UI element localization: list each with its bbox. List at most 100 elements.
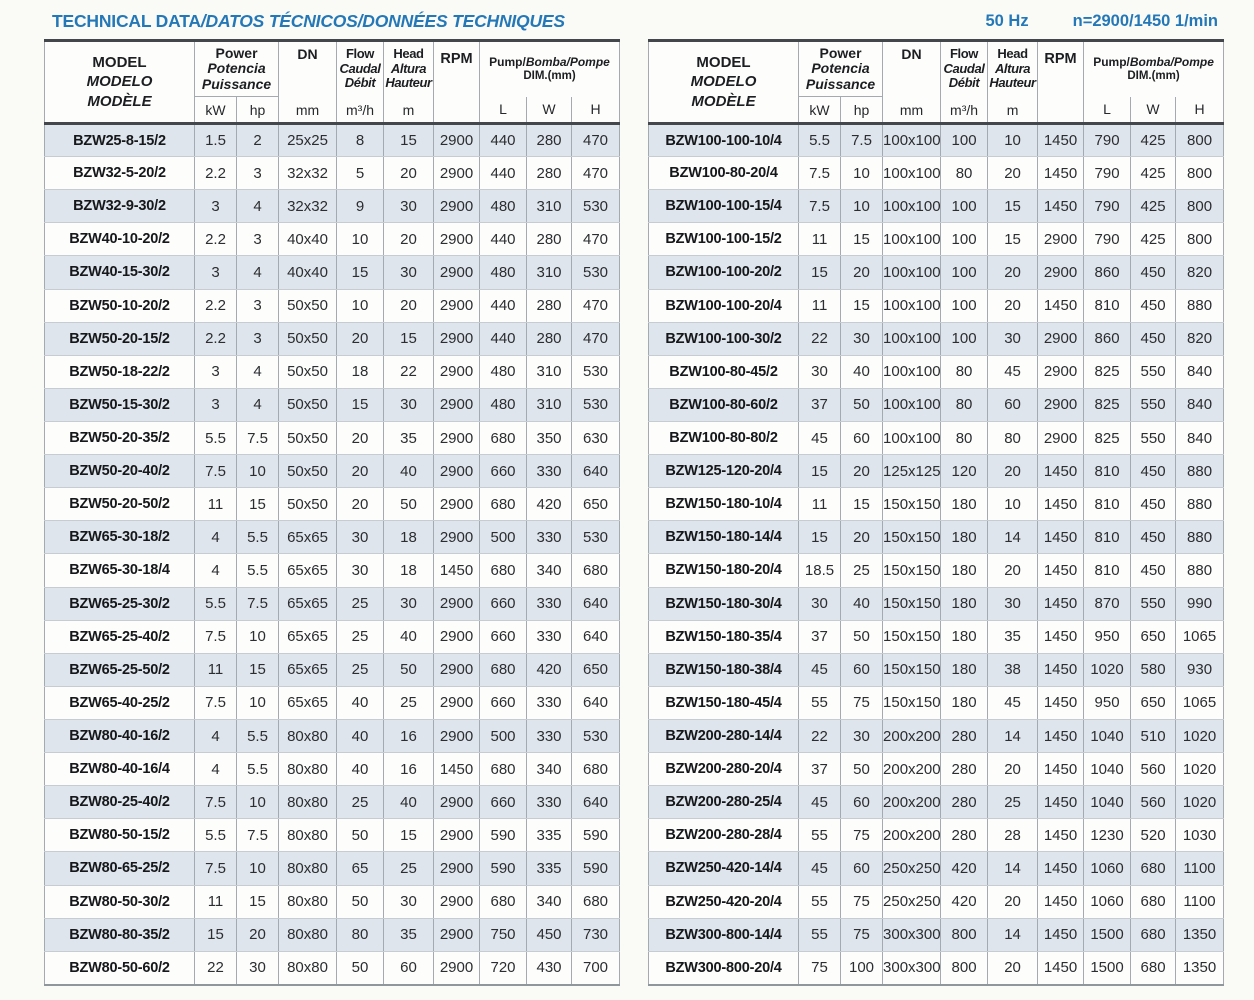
value-cell: 680 <box>479 884 528 919</box>
column-header-rpm: RPM <box>433 40 481 124</box>
column-header-power: Power Potencia Puissance <box>193 40 280 98</box>
value-cell: 50x50 <box>278 354 338 389</box>
value-cell: 100x100 <box>882 288 942 323</box>
value-cell: 180 <box>940 520 989 555</box>
value-cell: 2 <box>235 122 280 158</box>
value-cell: 7.5 <box>840 122 884 158</box>
value-cell: 2900 <box>433 685 481 720</box>
table-row: BZW200-280-20/4 37 50 200x200 280 20 1450 1040 5… <box>648 752 1225 787</box>
model-cell: BZW50-18-22/2 <box>44 354 195 389</box>
model-cell: BZW100-100-20/4 <box>648 288 800 323</box>
unit-width: W <box>526 96 573 124</box>
value-cell: 680 <box>479 652 528 687</box>
value-cell: 1450 <box>1037 950 1085 986</box>
value-cell: 1450 <box>1037 752 1085 787</box>
value-cell: 335 <box>526 851 573 886</box>
table-row: BZW80-50-15/2 5.5 7.5 80x80 50 15 2900 590 335 59… <box>44 818 621 853</box>
value-cell: 820 <box>1175 255 1225 290</box>
value-cell: 10 <box>840 156 884 191</box>
value-cell: 35 <box>383 420 435 456</box>
value-cell: 3 <box>235 321 280 356</box>
value-cell: 640 <box>571 619 621 654</box>
value-cell: 7.5 <box>235 586 280 621</box>
value-cell: 590 <box>571 851 621 886</box>
value-cell: 15 <box>383 122 435 158</box>
value-cell: 80x80 <box>278 818 338 853</box>
value-cell: 2.2 <box>194 222 237 257</box>
model-cell: BZW100-80-20/4 <box>648 156 800 191</box>
value-cell: 25 <box>840 553 884 588</box>
value-cell: 50x50 <box>278 387 338 422</box>
value-cell: 470 <box>571 288 621 323</box>
value-cell: 1100 <box>1175 851 1225 886</box>
model-cell: BZW200-280-28/4 <box>648 818 800 853</box>
value-cell: 30 <box>383 884 435 919</box>
value-cell: 25 <box>336 785 385 820</box>
value-cell: 18.5 <box>798 553 842 588</box>
value-cell: 2900 <box>433 884 481 919</box>
table-row: BZW100-80-80/2 45 60 100x100 80 80 2900 825 550 8… <box>648 420 1225 456</box>
value-cell: 1450 <box>1037 122 1085 158</box>
value-cell: 790 <box>1083 222 1132 257</box>
value-cell: 2.2 <box>194 288 237 323</box>
model-cell: BZW25-8-15/2 <box>44 122 195 158</box>
value-cell: 4 <box>194 553 237 588</box>
value-cell: 250x250 <box>882 851 942 886</box>
value-cell: 7.5 <box>194 851 237 886</box>
value-cell: 30 <box>336 553 385 588</box>
value-cell: 450 <box>1130 487 1177 522</box>
value-cell: 450 <box>1130 454 1177 489</box>
value-cell: 200x200 <box>882 785 942 820</box>
value-cell: 330 <box>526 454 573 489</box>
value-cell: 340 <box>526 884 573 919</box>
value-cell: 330 <box>526 718 573 754</box>
value-cell: 40x40 <box>278 255 338 290</box>
value-cell: 3 <box>235 156 280 191</box>
value-cell: 1040 <box>1083 785 1132 820</box>
model-cell: BZW150-180-20/4 <box>648 553 800 588</box>
table-row: BZW80-25-40/2 7.5 10 80x80 25 40 2900 660 330 640 <box>44 785 621 820</box>
value-cell: 60 <box>840 420 884 456</box>
value-cell: 720 <box>479 950 528 986</box>
value-cell: 4 <box>235 354 280 389</box>
value-cell: 1450 <box>1037 718 1085 754</box>
table-row: BZW80-65-25/2 7.5 10 80x80 65 25 2900 590 335 590 <box>44 851 621 886</box>
value-cell: 1450 <box>1037 288 1085 323</box>
table-row: BZW150-180-38/4 45 60 150x150 180 38 1450 1020 5… <box>648 652 1225 687</box>
table-row: BZW32-5-20/2 2.2 3 32x32 5 20 2900 440 280 470 <box>44 156 621 191</box>
value-cell: 60 <box>840 851 884 886</box>
value-cell: 500 <box>479 718 528 754</box>
value-cell: 30 <box>840 321 884 356</box>
value-cell: 10 <box>987 122 1039 158</box>
model-cell: BZW32-5-20/2 <box>44 156 195 191</box>
value-cell: 420 <box>940 851 989 886</box>
value-cell: 2900 <box>433 785 481 820</box>
value-cell: 11 <box>798 487 842 522</box>
column-header-dn: DN mm <box>278 40 338 124</box>
value-cell: 180 <box>940 685 989 720</box>
value-cell: 20 <box>987 752 1039 787</box>
value-cell: 50x50 <box>278 288 338 323</box>
value-cell: 10 <box>235 454 280 489</box>
value-cell: 100 <box>940 122 989 158</box>
value-cell: 5.5 <box>798 122 842 158</box>
value-cell: 1450 <box>1037 520 1085 555</box>
value-cell: 530 <box>571 255 621 290</box>
value-cell: 1230 <box>1083 818 1132 853</box>
tables-container: MODEL MODELO MODÈLE Power Potencia Puiss… <box>44 39 1225 986</box>
value-cell: 30 <box>383 387 435 422</box>
value-cell: 50 <box>336 884 385 919</box>
value-cell: 640 <box>571 454 621 489</box>
value-cell: 530 <box>571 718 621 754</box>
value-cell: 660 <box>479 785 528 820</box>
value-cell: 150x150 <box>882 619 942 654</box>
value-cell: 30 <box>383 586 435 621</box>
value-cell: 330 <box>526 619 573 654</box>
value-cell: 75 <box>840 917 884 952</box>
value-cell: 560 <box>1130 785 1177 820</box>
value-cell: 15 <box>235 652 280 687</box>
value-cell: 45 <box>987 685 1039 720</box>
value-cell: 2900 <box>433 950 481 986</box>
table-row: BZW32-9-30/2 3 4 32x32 9 30 2900 480 310 530 <box>44 189 621 224</box>
value-cell: 520 <box>1130 818 1177 853</box>
